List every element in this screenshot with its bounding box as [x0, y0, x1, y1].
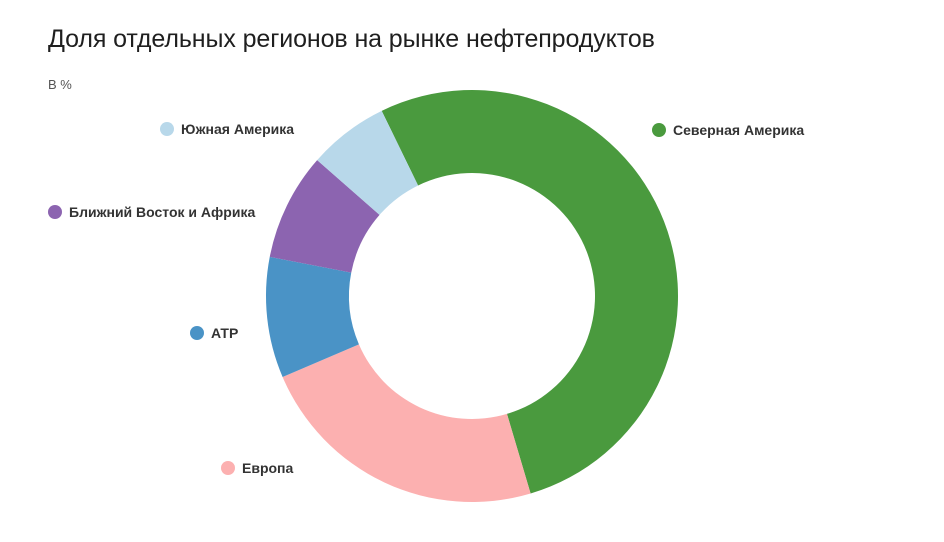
- slice-0: [381, 90, 678, 494]
- donut-slices: [266, 90, 678, 503]
- slice-1: [282, 344, 531, 503]
- legend-label-3: Ближний Восток и Африка: [69, 204, 255, 220]
- chart-unit-label: В %: [48, 77, 72, 92]
- legend-item-3: Ближний Восток и Африка: [48, 204, 255, 220]
- legend-item-4: Южная Америка: [160, 121, 294, 137]
- legend-item-1: Европа: [221, 460, 294, 476]
- legend-label-0: Северная Америка: [673, 122, 804, 138]
- legend-label-1: Европа: [242, 460, 294, 476]
- legend-item-2: АТР: [190, 325, 238, 341]
- legend-label-4: Южная Америка: [181, 121, 294, 137]
- slice-4: [317, 110, 419, 215]
- legend-marker-2: [190, 326, 204, 340]
- legend-marker-4: [160, 122, 174, 136]
- legend-marker-1: [221, 461, 235, 475]
- chart-title: Доля отдельных регионов на рынке нефтепр…: [48, 25, 655, 53]
- legend-item-0: Северная Америка: [652, 122, 804, 138]
- legend: Северная Америка Европа АТР Ближний Восток …: [48, 121, 804, 476]
- legend-marker-0: [652, 123, 666, 137]
- slice-2: [266, 256, 359, 378]
- slice-3: [269, 160, 380, 273]
- legend-marker-3: [48, 205, 62, 219]
- legend-label-2: АТР: [211, 325, 238, 341]
